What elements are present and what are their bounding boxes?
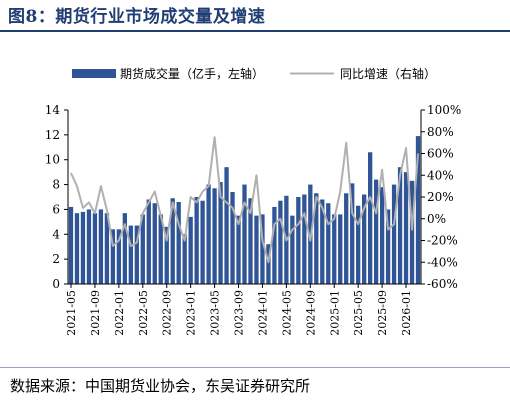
bar [182,234,187,284]
x-tick-label: 2024-01 [256,290,269,336]
bar [218,182,223,284]
source-note: 数据来源：中国期货业协会，东吴证券研究所 [10,377,311,395]
bar [320,199,325,284]
bar [230,192,235,284]
x-tick-label: 2021-05 [65,290,78,336]
x-tick-label: 2024-05 [280,290,293,336]
x-tick-label: 2023-01 [185,290,198,336]
bar [98,209,104,284]
right-tick-label: -20% [427,234,458,248]
bar [158,214,163,284]
left-tick-label: 14 [45,103,61,117]
bar [260,214,265,284]
legend-line-label: 同比增速（右轴） [340,66,436,81]
chart-svg: 期货成交量（亿手，左轴） 同比增速（右轴） 0 2 4 6 8 10 12 14 -60% -40% -… [45,66,462,336]
bar [367,152,373,284]
bar [188,216,193,284]
left-tick-label: 6 [52,202,60,216]
bar [362,194,367,284]
bar [146,199,151,284]
right-tick-label: 20% [427,190,454,204]
bar [134,225,139,284]
bar [278,200,283,284]
right-tick-label: -40% [427,255,458,269]
bar [409,180,415,284]
right-tick-label: 0% [427,212,446,226]
bar [326,203,331,284]
bar [344,193,349,284]
bar [170,198,175,284]
left-tick-label: 8 [52,178,60,192]
left-tick-label: 12 [45,128,60,142]
bar [266,244,271,284]
right-tick-label: 100% [427,103,461,117]
bar [74,213,80,284]
x-tick-label: 2023-05 [209,290,222,336]
legend-bar-label: 期货成交量（亿手，左轴） [120,66,264,81]
bar [80,211,86,284]
x-tick-label: 2023-09 [233,290,246,336]
legend-bar-swatch [72,69,116,78]
x-tick-label: 2021-09 [89,290,102,336]
bar [224,167,229,284]
bar [164,226,169,284]
bar [116,229,122,284]
x-tick-label: 2024-09 [304,290,317,336]
bar [338,214,343,284]
right-tick-label: 80% [427,125,454,139]
chart-title: 图8：期货行业市场成交量及增速 [8,7,266,27]
x-tick-label: 2025-01 [328,290,341,336]
bar [104,213,110,284]
left-tick-label: 2 [52,252,60,266]
bar [122,213,127,284]
x-tick-label: 2022-09 [161,290,174,336]
bar [332,214,337,284]
bar [290,215,295,284]
bar [128,225,133,284]
left-tick-label: 0 [52,277,60,291]
bar [110,229,116,284]
right-tick-label: 60% [427,147,454,161]
bar [140,214,145,284]
bar [302,194,307,284]
bar [242,184,247,284]
source-divider [0,367,510,368]
bar [296,197,301,284]
bar [152,203,157,284]
bar [212,188,217,284]
x-tick-label: 2025-09 [376,290,389,336]
bar [415,136,421,284]
x-tick-label: 2022-01 [113,290,126,336]
x-tick-label: 2022-05 [137,290,150,336]
title-divider [0,30,510,32]
bar [86,209,92,284]
left-tick-label: 10 [45,153,60,167]
bar [391,184,397,284]
x-tick-label: 2025-05 [352,290,365,336]
bar [68,206,74,284]
bar [194,197,199,284]
bar [254,215,259,284]
bar [248,198,253,284]
bar [397,167,403,284]
bar [200,200,205,284]
bar [350,183,355,284]
growth-line [70,136,420,264]
bar [356,205,361,284]
bar [385,209,391,284]
bar [176,201,181,284]
left-tick-label: 4 [52,227,60,241]
bar [92,213,98,284]
bar [206,184,211,284]
x-tick-label: 2026-01 [400,290,413,336]
right-tick-label: -60% [427,277,458,291]
bar [403,172,409,284]
bar [379,187,385,284]
bar [314,193,319,284]
right-tick-label: 40% [427,168,454,182]
bar [373,179,379,284]
bar [236,215,241,284]
bar [272,206,277,284]
